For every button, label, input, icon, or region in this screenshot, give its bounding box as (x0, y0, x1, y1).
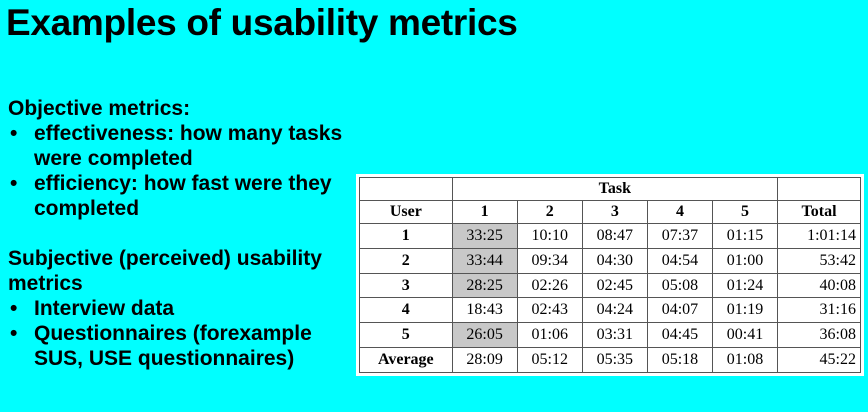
user-cell: 1 (359, 223, 453, 249)
task-group-header: Task (451, 177, 779, 201)
user-cell: 2 (359, 247, 453, 274)
table-row: 4 18:43 02:43 04:24 04:07 01:19 31:16 (359, 297, 861, 324)
total-cell: 45:22 (777, 347, 861, 373)
time-cell: 05:08 (646, 272, 713, 299)
total-cell: 40:08 (777, 272, 861, 299)
objective-list: • effectiveness: how many tasks were comp… (8, 121, 353, 221)
column-header: 5 (711, 200, 779, 224)
task-time-table: Task User 1 2 3 4 5 Total 1 33:25 10:10 08:… (356, 174, 864, 376)
time-cell: 05:12 (516, 347, 583, 373)
table-row: Average 28:09 05:12 05:35 05:18 01:08 45:22 (359, 347, 861, 373)
time-cell: 03:31 (581, 322, 648, 349)
time-cell: 04:24 (581, 297, 648, 324)
bullet-icon: • (10, 122, 18, 145)
table-row: 5 26:05 01:06 03:31 04:45 00:41 36:08 (359, 322, 861, 349)
time-cell: 01:06 (516, 322, 583, 349)
time-cell: 00:41 (711, 322, 779, 349)
time-cell: 04:54 (646, 247, 713, 274)
corner-cell (359, 177, 453, 201)
column-header: 4 (646, 200, 713, 224)
bullet-icon: • (10, 172, 18, 195)
total-cell: 31:16 (777, 297, 861, 324)
time-cell: 09:34 (516, 247, 583, 274)
subjective-bullet: • Questionnaires (forexample SUS, USE que… (10, 322, 312, 370)
time-cell: 04:07 (646, 297, 713, 324)
user-cell: 5 (359, 322, 453, 349)
time-cell: 01:08 (711, 347, 779, 373)
subjective-heading: Subjective (perceived) usability metrics (8, 247, 322, 295)
objective-bullet: • effectiveness: how many tasks were comp… (10, 122, 343, 170)
time-cell: 33:25 (451, 223, 518, 249)
time-cell: 05:35 (581, 347, 648, 373)
time-cell: 05:18 (646, 347, 713, 373)
corner-cell (777, 177, 861, 201)
objective-heading: Objective metrics: (8, 97, 191, 120)
time-cell: 04:30 (581, 247, 648, 274)
column-header: 3 (581, 200, 648, 224)
metrics-text: Objective metrics: • effectiveness: how m… (8, 96, 353, 371)
subjective-bullet: • Interview data (10, 297, 175, 320)
time-cell: 28:25 (451, 272, 518, 299)
time-cell: 04:45 (646, 322, 713, 349)
time-cell: 01:24 (711, 272, 779, 299)
bullet-icon: • (10, 297, 18, 320)
slide-title: Examples of usability metrics (6, 2, 518, 43)
time-cell: 02:26 (516, 272, 583, 299)
user-cell: 3 (359, 272, 453, 299)
column-header: 2 (516, 200, 583, 224)
time-cell: 02:45 (581, 272, 648, 299)
time-cell: 01:19 (711, 297, 779, 324)
table-row: 2 33:44 09:34 04:30 04:54 01:00 53:42 (359, 247, 861, 274)
column-header: User (359, 200, 453, 224)
bullet-icon: • (10, 322, 18, 345)
table-row: 3 28:25 02:26 02:45 05:08 01:24 40:08 (359, 272, 861, 299)
time-cell: 18:43 (451, 297, 518, 324)
objective-bullet: • efficiency: how fast were they complete… (10, 172, 332, 220)
time-cell: 01:15 (711, 223, 779, 249)
time-cell: 07:37 (646, 223, 713, 249)
column-header: 1 (451, 200, 518, 224)
time-cell: 26:05 (451, 322, 518, 349)
user-cell: Average (359, 347, 453, 373)
time-cell: 33:44 (451, 247, 518, 274)
column-header: Total (777, 200, 861, 224)
time-cell: 01:00 (711, 247, 779, 274)
total-cell: 1:01:14 (777, 223, 861, 249)
subjective-list: • Interview data • Questionnaires (forexam… (8, 296, 353, 371)
time-cell: 08:47 (581, 223, 648, 249)
user-cell: 4 (359, 297, 453, 324)
time-cell: 10:10 (516, 223, 583, 249)
total-cell: 53:42 (777, 247, 861, 274)
total-cell: 36:08 (777, 322, 861, 349)
table-row: 1 33:25 10:10 08:47 07:37 01:15 1:01:14 (359, 223, 861, 249)
time-cell: 02:43 (516, 297, 583, 324)
time-cell: 28:09 (451, 347, 518, 373)
